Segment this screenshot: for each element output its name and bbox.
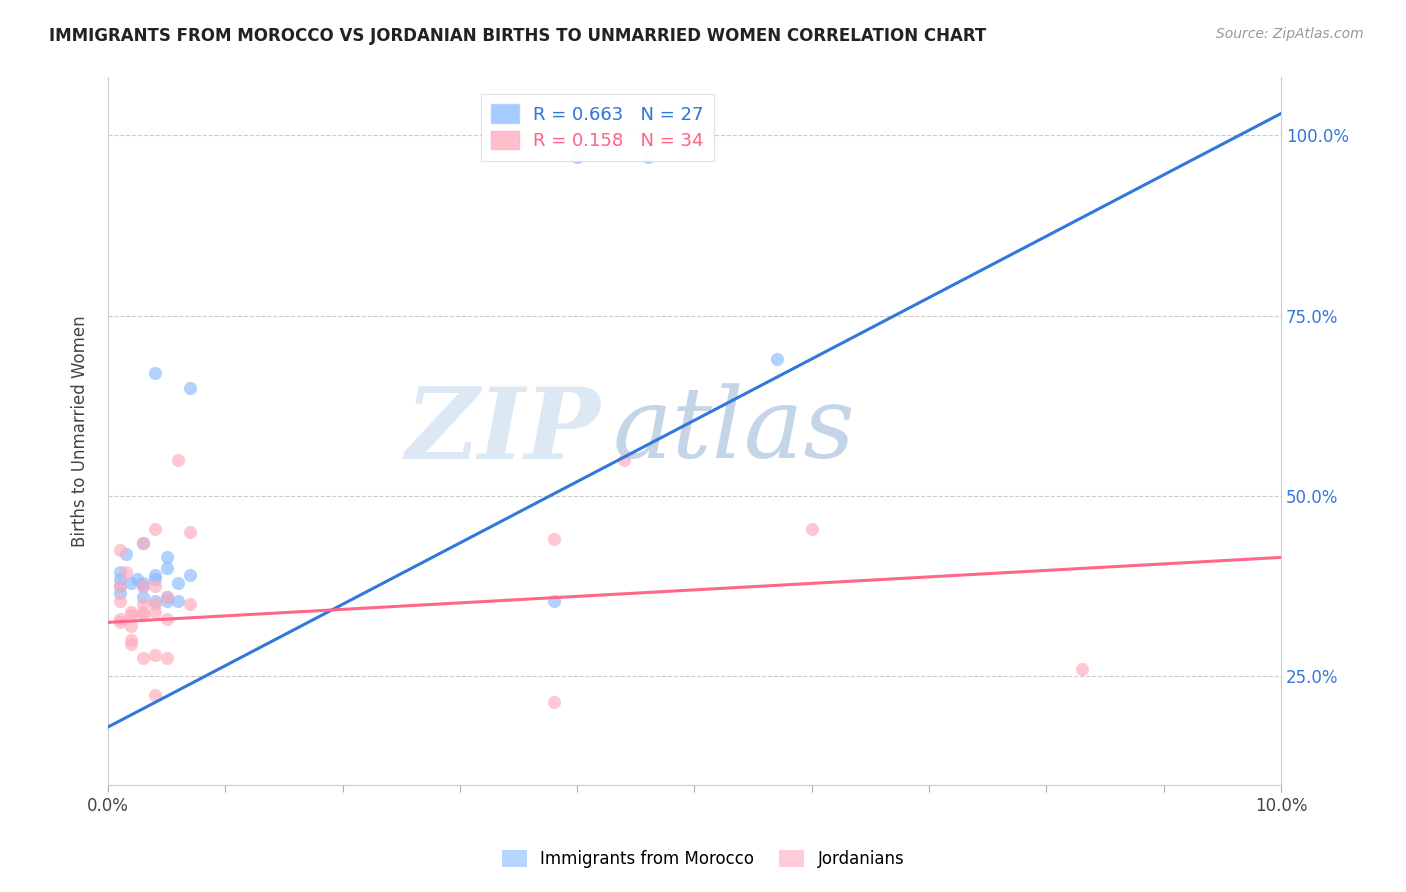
Point <box>543 593 565 607</box>
Point <box>143 605 166 619</box>
Point <box>127 572 149 586</box>
Point <box>143 568 166 582</box>
Point <box>120 619 142 633</box>
Point <box>120 605 142 619</box>
Point <box>143 597 166 611</box>
Point <box>108 565 131 579</box>
Point <box>108 586 131 600</box>
Point <box>108 579 131 593</box>
Point <box>108 615 131 630</box>
Text: Source: ZipAtlas.com: Source: ZipAtlas.com <box>1216 27 1364 41</box>
Point <box>132 651 155 665</box>
Point <box>179 525 201 540</box>
Point <box>156 561 179 575</box>
Point <box>543 533 565 547</box>
Point <box>637 150 659 164</box>
Point <box>613 453 636 467</box>
Point <box>132 579 155 593</box>
Point <box>132 579 155 593</box>
Point <box>143 579 166 593</box>
Point <box>108 612 131 626</box>
Legend: Immigrants from Morocco, Jordanians: Immigrants from Morocco, Jordanians <box>495 843 911 875</box>
Point <box>143 572 166 586</box>
Point <box>167 593 190 607</box>
Point <box>132 597 155 611</box>
Point <box>108 579 131 593</box>
Point <box>108 543 131 558</box>
Point <box>143 367 166 381</box>
Text: atlas: atlas <box>613 384 855 479</box>
Point <box>108 593 131 607</box>
Point <box>156 590 179 604</box>
Point <box>132 575 155 590</box>
Point <box>143 522 166 536</box>
Text: IMMIGRANTS FROM MOROCCO VS JORDANIAN BIRTHS TO UNMARRIED WOMEN CORRELATION CHART: IMMIGRANTS FROM MOROCCO VS JORDANIAN BIR… <box>49 27 987 45</box>
Point <box>156 612 179 626</box>
Point <box>567 150 589 164</box>
Point <box>156 651 179 665</box>
Legend: R = 0.663   N = 27, R = 0.158   N = 34: R = 0.663 N = 27, R = 0.158 N = 34 <box>481 94 714 161</box>
Point <box>156 590 179 604</box>
Point <box>179 568 201 582</box>
Point <box>543 695 565 709</box>
Point <box>156 550 179 565</box>
Point <box>132 608 155 623</box>
Point <box>114 547 136 561</box>
Point <box>765 351 787 366</box>
Point <box>132 590 155 604</box>
Point <box>143 648 166 662</box>
Text: ZIP: ZIP <box>406 383 600 479</box>
Point <box>120 633 142 648</box>
Point <box>179 597 201 611</box>
Point <box>156 593 179 607</box>
Point <box>108 572 131 586</box>
Point <box>120 637 142 651</box>
Point <box>800 522 823 536</box>
Point <box>132 536 155 550</box>
Point <box>132 605 155 619</box>
Point <box>167 453 190 467</box>
Point <box>179 381 201 395</box>
Point <box>120 575 142 590</box>
Point <box>120 608 142 623</box>
Point <box>143 688 166 702</box>
Point <box>114 565 136 579</box>
Point <box>143 593 166 607</box>
Y-axis label: Births to Unmarried Women: Births to Unmarried Women <box>72 315 89 547</box>
Point <box>1070 662 1092 676</box>
Point <box>167 575 190 590</box>
Point <box>132 536 155 550</box>
